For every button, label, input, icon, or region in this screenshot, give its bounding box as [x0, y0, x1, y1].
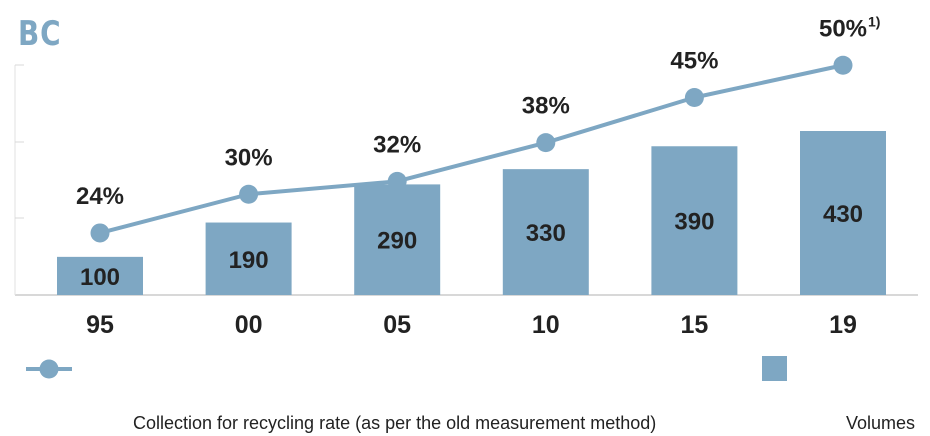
region-label: BC — [18, 14, 62, 54]
x-tick-label: 10 — [532, 311, 560, 339]
rate-point — [536, 133, 556, 153]
x-tick-label: 05 — [383, 311, 411, 339]
bar — [57, 256, 143, 295]
bar-value-label: 430 — [823, 201, 863, 228]
rate-label: 24% — [76, 183, 124, 210]
rate-label: 32% — [373, 131, 421, 158]
rate-label: 30% — [225, 144, 273, 171]
bar-value-label: 190 — [229, 247, 269, 274]
rate-line — [99, 63, 844, 235]
rate-point — [239, 184, 259, 204]
footnote-marker: 1) — [868, 13, 880, 29]
rate-point — [684, 88, 704, 107]
x-tick-label: 00 — [235, 311, 263, 339]
bar-value-label: 290 — [377, 228, 417, 255]
x-tick-labels: 95 00 05 10 15 19 — [86, 311, 857, 339]
rate-label: 38% — [522, 93, 570, 120]
rate-label: 45% — [670, 48, 718, 75]
bar — [205, 222, 292, 295]
rate-label: 50% — [819, 15, 867, 42]
line-series: 24% 30% 32% 38% 45% 50% 1) — [76, 13, 880, 243]
legend-label-rate: Collection for recycling rate (as per th… — [133, 413, 657, 433]
bar-value-label: 330 — [526, 220, 566, 247]
x-tick-label: 19 — [829, 311, 857, 339]
rate-point — [833, 55, 853, 75]
legend-bar-marker — [762, 356, 787, 381]
bar-value-label: 390 — [674, 209, 714, 236]
rate-point — [387, 171, 407, 191]
x-tick-label: 15 — [680, 311, 708, 339]
axes — [14, 64, 918, 296]
rate-point — [90, 223, 110, 243]
bar-series: 100 190 290 330 390 430 — [57, 131, 886, 295]
bar — [354, 184, 441, 295]
bar-value-label: 100 — [80, 264, 120, 291]
bar — [651, 146, 738, 295]
legend-point-marker — [39, 359, 59, 379]
x-tick-label: 95 — [86, 311, 114, 339]
legend — [26, 356, 787, 381]
legend-label-volumes: Volumes — [846, 413, 916, 433]
bar — [800, 131, 886, 295]
bar — [502, 169, 589, 295]
